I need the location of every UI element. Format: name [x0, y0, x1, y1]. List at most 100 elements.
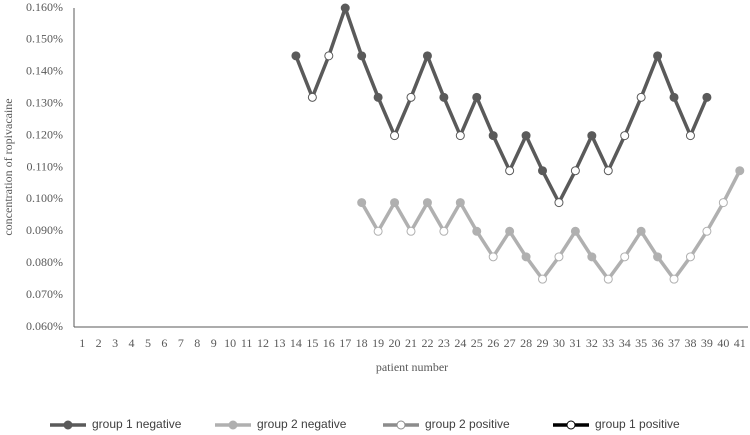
series-line	[442, 95, 463, 138]
series-line	[359, 54, 380, 100]
series-line	[376, 200, 397, 234]
x-axis-title: patient number	[376, 360, 448, 374]
x-tick-label: 3	[112, 336, 118, 350]
data-point	[735, 166, 745, 176]
series-line	[557, 229, 578, 259]
data-point	[538, 274, 548, 284]
x-tick-label: 35	[635, 336, 647, 350]
x-tick-label: 29	[537, 336, 549, 350]
series-line	[705, 200, 726, 234]
data-point	[488, 131, 498, 141]
x-tick-label: 30	[553, 336, 565, 350]
data-point	[718, 198, 728, 208]
data-point	[357, 198, 367, 208]
series-line	[491, 229, 512, 259]
x-tick-label: 5	[145, 336, 151, 350]
series-line	[458, 95, 479, 138]
data-point	[702, 226, 712, 236]
data-point	[390, 198, 400, 208]
series-line	[688, 95, 709, 138]
x-tick-label: 9	[211, 336, 217, 350]
x-tick-label: 23	[438, 336, 450, 350]
series-line	[409, 200, 430, 234]
series-line	[359, 200, 380, 234]
data-point	[538, 166, 548, 176]
series-line	[622, 95, 643, 138]
data-point	[472, 92, 482, 102]
data-point	[669, 92, 679, 102]
series-line	[294, 54, 315, 100]
x-tick-label: 16	[323, 336, 335, 350]
data-point	[702, 92, 712, 102]
legend-label: group 1 positive	[595, 417, 680, 431]
legend-marker	[396, 420, 406, 430]
data-point	[422, 198, 432, 208]
x-tick-label: 18	[356, 336, 368, 350]
series-line	[425, 54, 446, 100]
x-tick-label: 19	[372, 336, 384, 350]
data-point	[570, 166, 580, 176]
y-axis-title: concentration of ropivacaine	[1, 98, 15, 235]
series-line	[524, 255, 545, 281]
data-point	[406, 226, 416, 236]
data-point	[521, 252, 531, 262]
y-tick-label: 0.080%	[26, 255, 63, 269]
series-line	[540, 255, 561, 281]
data-point	[505, 166, 515, 176]
x-tick-label: 39	[701, 336, 713, 350]
legend: group 1 negative group 2 negative group 2 …	[50, 417, 680, 431]
x-tick-label: 25	[471, 336, 483, 350]
series-line	[688, 229, 709, 259]
x-tick-label: 28	[520, 336, 532, 350]
legend-marker	[566, 420, 576, 430]
series-line	[655, 255, 676, 281]
data-point	[603, 166, 613, 176]
data-point	[636, 92, 646, 102]
x-tick-label: 26	[487, 336, 499, 350]
x-tick-label: 36	[652, 336, 664, 350]
data-point	[587, 131, 597, 141]
x-tick-label: 8	[194, 336, 200, 350]
data-point	[620, 131, 630, 141]
y-tick-label: 0.090%	[26, 223, 63, 237]
x-tick-label: 33	[602, 336, 614, 350]
x-tick-label: 31	[569, 336, 581, 350]
data-point	[603, 274, 613, 284]
series-line	[458, 200, 479, 234]
x-tick-label: 41	[734, 336, 746, 350]
data-point	[439, 226, 449, 236]
legend-label: group 2 negative	[257, 417, 347, 431]
legend-marker	[228, 420, 238, 430]
data-point	[291, 51, 301, 61]
data-point	[307, 92, 317, 102]
series-line	[557, 168, 578, 205]
y-tick-label: 0.120%	[26, 127, 63, 141]
data-point	[554, 198, 564, 208]
data-point	[636, 226, 646, 236]
y-tick-label: 0.110%	[26, 159, 63, 173]
x-tick-label: 12	[257, 336, 269, 350]
x-tick-label: 17	[339, 336, 351, 350]
data-point	[455, 198, 465, 208]
series-line	[639, 54, 660, 100]
x-tick-label: 15	[306, 336, 318, 350]
series-line	[672, 255, 693, 281]
y-tick-label: 0.060%	[26, 319, 63, 333]
x-tick-label: 40	[717, 336, 729, 350]
data-point	[505, 226, 515, 236]
data-point	[373, 92, 383, 102]
x-tick-label: 2	[96, 336, 102, 350]
x-tick-label: 32	[586, 336, 598, 350]
data-point	[669, 274, 679, 284]
series-line	[409, 54, 430, 100]
series-line	[343, 6, 364, 58]
x-tick-label: 10	[224, 336, 236, 350]
series-line	[310, 54, 331, 100]
series-line	[672, 95, 693, 138]
x-tick-label: 24	[454, 336, 466, 350]
data-point	[340, 3, 350, 13]
x-tick-label: 37	[668, 336, 680, 350]
data-point	[455, 131, 465, 141]
x-tick-label: 1	[79, 336, 85, 350]
data-point	[685, 131, 695, 141]
